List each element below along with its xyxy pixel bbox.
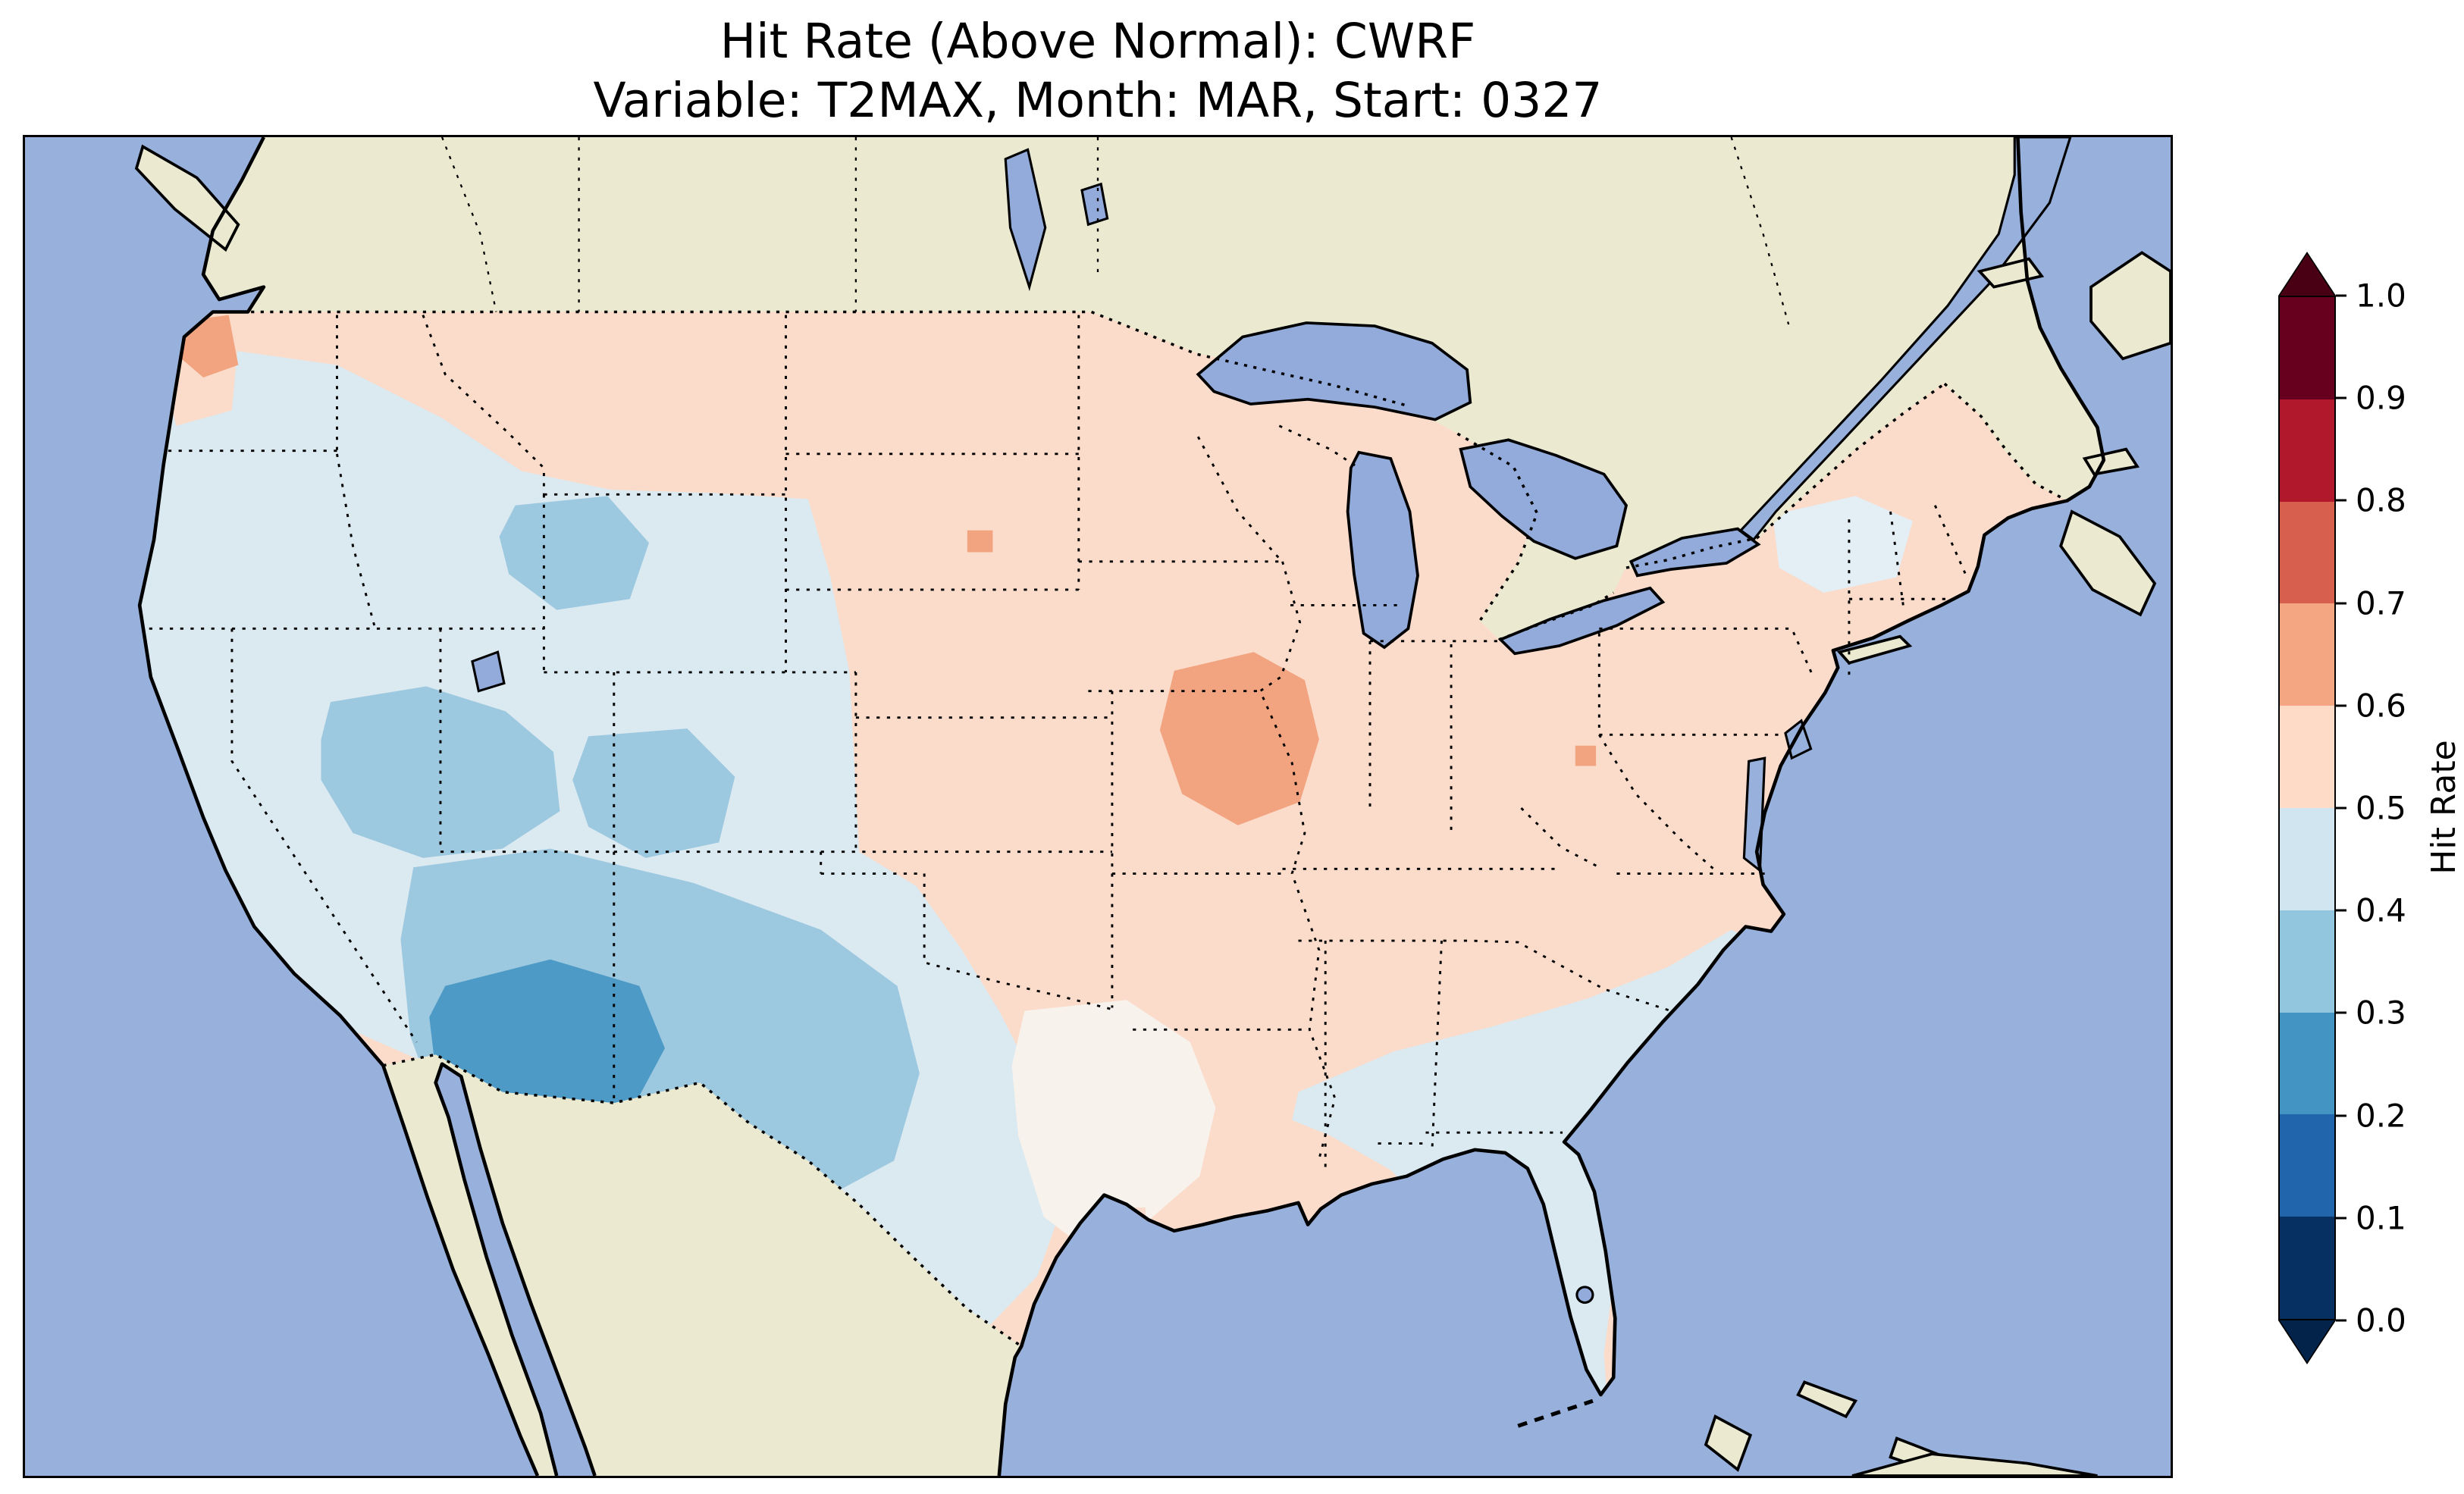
lake-huron (1459, 438, 1629, 560)
florida-keys (1517, 1398, 1594, 1428)
figure-title: Hit Rate (Above Normal): CWRF Variable: … (23, 12, 2173, 130)
cuba-edge (1851, 1452, 2098, 1476)
colorbar-segment (2280, 1114, 2334, 1217)
lake-superior (1196, 321, 1472, 421)
andros-island (1704, 1414, 1753, 1472)
region-easttexas-near50 (1011, 1000, 1216, 1248)
colorbar-tick-label: 0.5 (2336, 790, 2406, 827)
colorbar-segment (2280, 1217, 2334, 1319)
gulf-of-california-coast (434, 1062, 597, 1476)
lake-okeechobee (1575, 1286, 1594, 1305)
colorbar-tick-label: 0.2 (2336, 1097, 2406, 1134)
colorbar-ticks: 1.0 0.9 0.8 0.7 0.6 0.5 0.4 0.3 0.2 0.1 0.0 (2278, 277, 2406, 1339)
colorbar-segment (2280, 706, 2334, 808)
chesapeake-bay (1742, 756, 1766, 873)
colorbar-segment (2280, 1012, 2334, 1115)
us-hit-rate-map (25, 137, 2171, 1476)
colorbar-tick-label: 0.6 (2336, 687, 2406, 724)
colorbar-segment (2280, 297, 2334, 399)
great-lakes (1196, 321, 1761, 656)
state-borders (149, 315, 1968, 1167)
colorbar-tick-label: 0.0 (2336, 1302, 2406, 1339)
colorbar-label: Hit Rate (2425, 740, 2463, 875)
colorbar-extend-under (2278, 1320, 2336, 1364)
long-island (1836, 634, 1913, 665)
colorbar-tick-label: 0.9 (2336, 380, 2406, 417)
colorbar-extend-under-fill (2280, 1320, 2334, 1362)
bahamas-1 (1796, 1380, 1858, 1419)
colorbar-extend-over-fill (2280, 254, 2334, 296)
spot-louisiana-pink (1228, 1160, 1251, 1179)
colorbar-segment (2280, 399, 2334, 502)
title-line-1: Hit Rate (Above Normal): CWRF (719, 14, 1476, 69)
lake-ontario (1629, 527, 1761, 578)
map-axes (23, 135, 2173, 1478)
colorbar: 1.0 0.9 0.8 0.7 0.6 0.5 0.4 0.3 0.2 0.1 0.0 (2278, 252, 2406, 1364)
colorbar-extend-over (2278, 252, 2336, 296)
colorbar-segment (2280, 910, 2334, 1013)
colorbar-tick-label: 0.1 (2336, 1199, 2406, 1236)
gulf-atlantic-coast (997, 137, 2106, 1476)
pacific-coast (137, 137, 540, 1476)
title-line-2: Variable: T2MAX, Month: MAR, Start: 0327 (593, 73, 1603, 129)
colorbar-tick-label: 0.7 (2336, 584, 2406, 622)
colorbar-tick-label: 0.3 (2336, 994, 2406, 1032)
province-borders (440, 137, 1790, 325)
colorbar-tick-label: 0.4 (2336, 892, 2406, 929)
region-wyoming-35 (499, 496, 649, 610)
national-borders (212, 310, 2068, 1348)
lake-winnipeg (1004, 148, 1047, 292)
lake-of-the-woods (1080, 182, 1109, 227)
waterways (471, 137, 2072, 1305)
nova-scotia (2059, 509, 2157, 617)
colorbar-segment (2280, 603, 2334, 706)
spot-ohio-orange-65 (1575, 745, 1597, 766)
spot-southdakota-orange-65 (967, 530, 993, 553)
colorbar-tick-label: 1.0 (2336, 277, 2406, 315)
colorbar-segment (2280, 501, 2334, 604)
coastlines (137, 137, 2106, 1476)
colorbar-segments (2278, 296, 2336, 1320)
st-lawrence-river (1738, 137, 2072, 542)
great-salt-lake (471, 650, 506, 693)
lake-erie (1497, 586, 1666, 656)
lake-michigan (1346, 450, 1419, 650)
region-northeast-paleblue-45 (1773, 496, 1913, 594)
us-canada-border (212, 310, 2068, 641)
colorbar-segment (2280, 807, 2334, 910)
newfoundland (2089, 251, 2171, 361)
vancouver-island (134, 144, 240, 252)
colorbar-tick-label: 0.8 (2336, 482, 2406, 519)
region-iowa-illinois-orange-65 (1159, 652, 1319, 825)
